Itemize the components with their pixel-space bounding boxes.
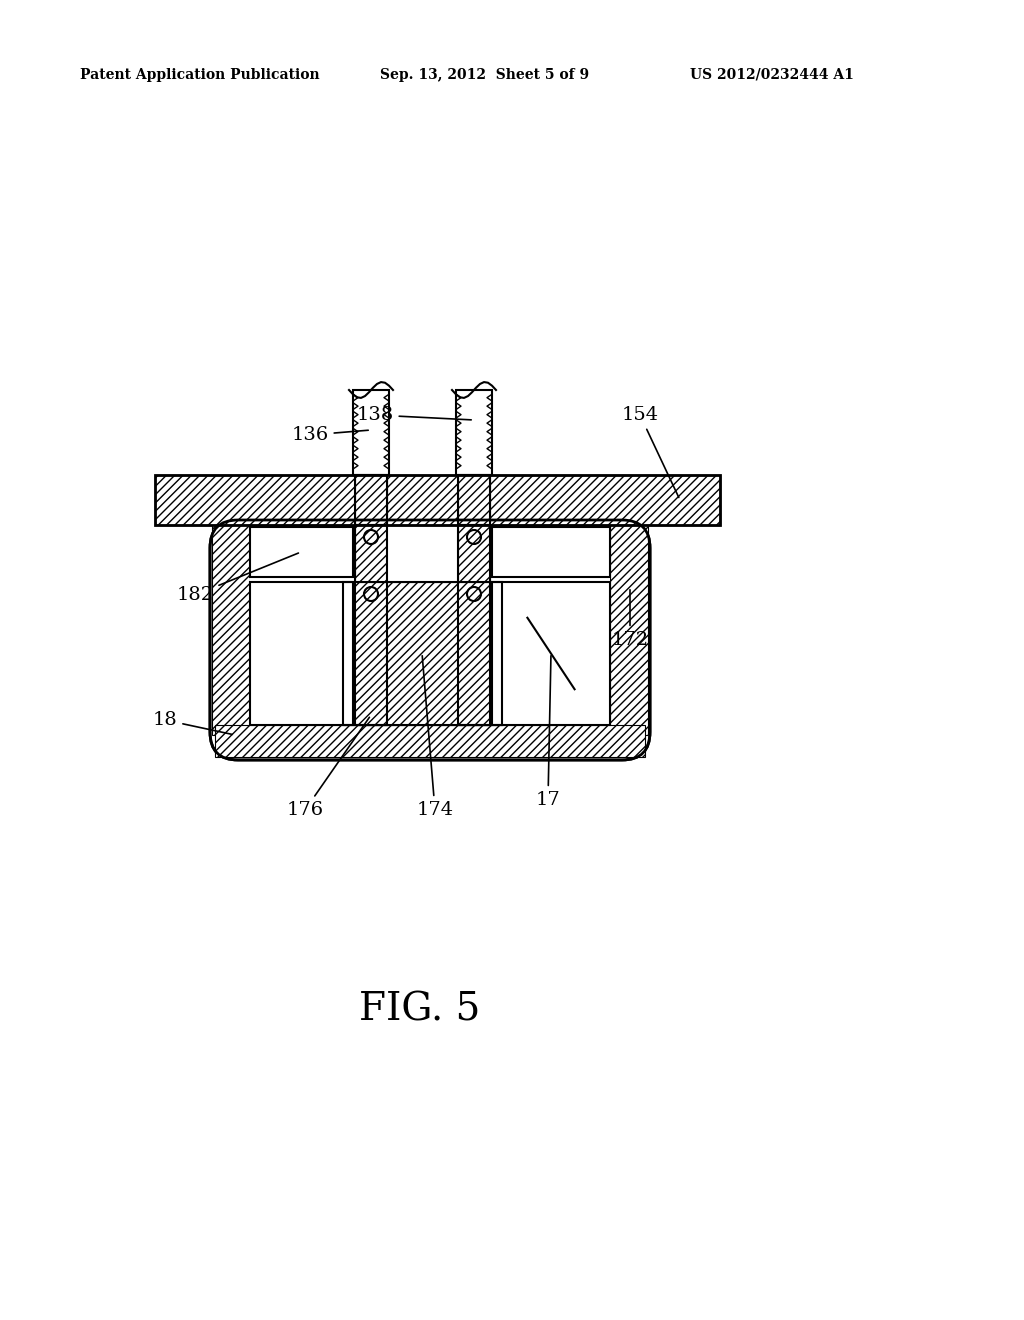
Bar xyxy=(215,725,645,756)
Text: 176: 176 xyxy=(287,717,370,818)
Bar xyxy=(387,527,458,582)
Bar xyxy=(610,525,648,735)
Bar xyxy=(492,582,610,725)
Bar xyxy=(456,389,492,475)
FancyBboxPatch shape xyxy=(210,520,650,760)
Text: 18: 18 xyxy=(153,711,232,734)
Bar xyxy=(458,475,490,525)
Bar xyxy=(458,475,490,525)
Text: 17: 17 xyxy=(536,656,560,809)
Bar xyxy=(355,475,387,525)
Text: 172: 172 xyxy=(611,590,648,649)
Text: 136: 136 xyxy=(292,426,369,444)
Bar xyxy=(212,525,250,735)
Bar xyxy=(353,389,389,475)
Bar xyxy=(155,475,720,525)
Bar xyxy=(458,525,490,725)
Bar xyxy=(343,582,502,725)
Text: 138: 138 xyxy=(356,407,471,424)
Bar xyxy=(250,527,353,577)
Text: FIG. 5: FIG. 5 xyxy=(359,991,480,1028)
Bar xyxy=(343,582,502,725)
Text: 174: 174 xyxy=(417,656,454,818)
Bar xyxy=(355,525,387,725)
Bar xyxy=(155,475,720,525)
Bar xyxy=(250,527,610,725)
Bar xyxy=(250,582,353,725)
Bar xyxy=(492,527,610,577)
Text: Patent Application Publication: Patent Application Publication xyxy=(80,69,319,82)
Bar xyxy=(355,525,387,725)
Text: 154: 154 xyxy=(622,407,679,498)
Bar xyxy=(458,525,490,725)
Text: 182: 182 xyxy=(176,553,298,605)
Text: US 2012/0232444 A1: US 2012/0232444 A1 xyxy=(690,69,854,82)
Bar xyxy=(355,475,387,525)
Text: Sep. 13, 2012  Sheet 5 of 9: Sep. 13, 2012 Sheet 5 of 9 xyxy=(380,69,589,82)
